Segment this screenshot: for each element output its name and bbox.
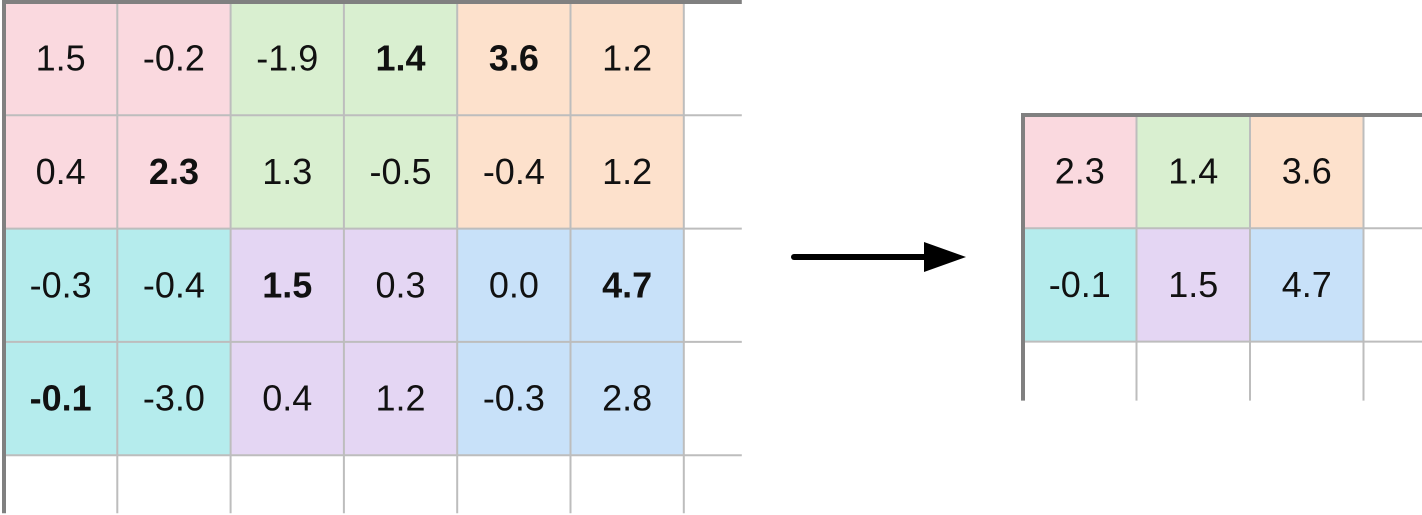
grid-cell [570, 228, 684, 342]
cell-value: 2.3 [149, 151, 199, 192]
grid-cell [570, 2, 684, 116]
cell-value: 2.8 [602, 378, 652, 419]
cell-value: 2.3 [1055, 151, 1105, 192]
grid-cell [230, 115, 344, 229]
cell-value: -1.9 [256, 38, 318, 79]
arrow [791, 242, 966, 272]
grid-cell [117, 228, 231, 342]
output-grid: 2.3 1.4 3.6 -0.1 1.5 4.7 [1021, 113, 1422, 401]
cell-value: 1.5 [36, 38, 86, 79]
cell-value: 1.4 [376, 38, 426, 79]
cell-value: 1.2 [602, 151, 652, 192]
cell-value: -0.2 [143, 38, 205, 79]
grid-cell [1023, 115, 1137, 229]
grid-cell [343, 2, 458, 116]
grid-cell [117, 2, 231, 116]
grid-cell [4, 341, 118, 456]
cell-value: 0.4 [36, 151, 86, 192]
arrow-head [924, 242, 966, 272]
grid-cell [343, 115, 458, 229]
cell-value: 0.3 [376, 264, 426, 305]
grid-cell [343, 228, 458, 342]
grid-cell [570, 115, 684, 229]
grid-cell [230, 2, 344, 116]
grid-cell [343, 341, 458, 456]
grid-cell [230, 341, 344, 456]
grid-cell [4, 115, 118, 229]
grid-cell [117, 341, 231, 456]
cell-value: -0.4 [143, 264, 205, 305]
cell-value: 1.3 [262, 151, 312, 192]
input-grid: 1.5 -0.2 -1.9 1.4 3.6 1.2 0.4 2.3 1.3 -0.5 -0.4 1.2… [2, 0, 742, 514]
grid-cell [1136, 228, 1250, 342]
cell-value: 1.2 [376, 378, 426, 419]
cell-value: -0.5 [370, 151, 432, 192]
cell-value: 4.7 [1282, 264, 1332, 305]
cell-value: 1.2 [602, 38, 652, 79]
cell-value: 3.6 [1282, 151, 1332, 192]
grid-cell [457, 228, 571, 342]
grid-cell [570, 341, 684, 456]
grid-cell [1136, 115, 1250, 229]
grid-cell [230, 228, 344, 342]
grid-cell [1250, 228, 1364, 342]
cell-value: 1.5 [262, 264, 312, 305]
cell-value: 3.6 [489, 38, 539, 79]
grid-cell [4, 228, 118, 342]
cell-value: 0.4 [262, 378, 312, 419]
cell-value: -0.1 [1049, 264, 1111, 305]
grid-cell [117, 115, 231, 229]
grid-cell [1250, 115, 1364, 229]
cell-value: -0.1 [30, 378, 92, 419]
cell-value: -0.3 [483, 378, 545, 419]
grid-cell [4, 2, 118, 116]
cell-value: -0.3 [30, 264, 92, 305]
grid-cell [457, 115, 571, 229]
cell-value: -3.0 [143, 378, 205, 419]
cell-value: 1.4 [1168, 151, 1218, 192]
cell-value: 1.5 [1168, 264, 1218, 305]
grid-cell [457, 341, 571, 456]
cell-value: 4.7 [602, 264, 652, 305]
cell-value: 0.0 [489, 264, 539, 305]
grid-cell [457, 2, 571, 116]
grid-cell [1023, 228, 1137, 342]
cell-value: -0.4 [483, 151, 545, 192]
